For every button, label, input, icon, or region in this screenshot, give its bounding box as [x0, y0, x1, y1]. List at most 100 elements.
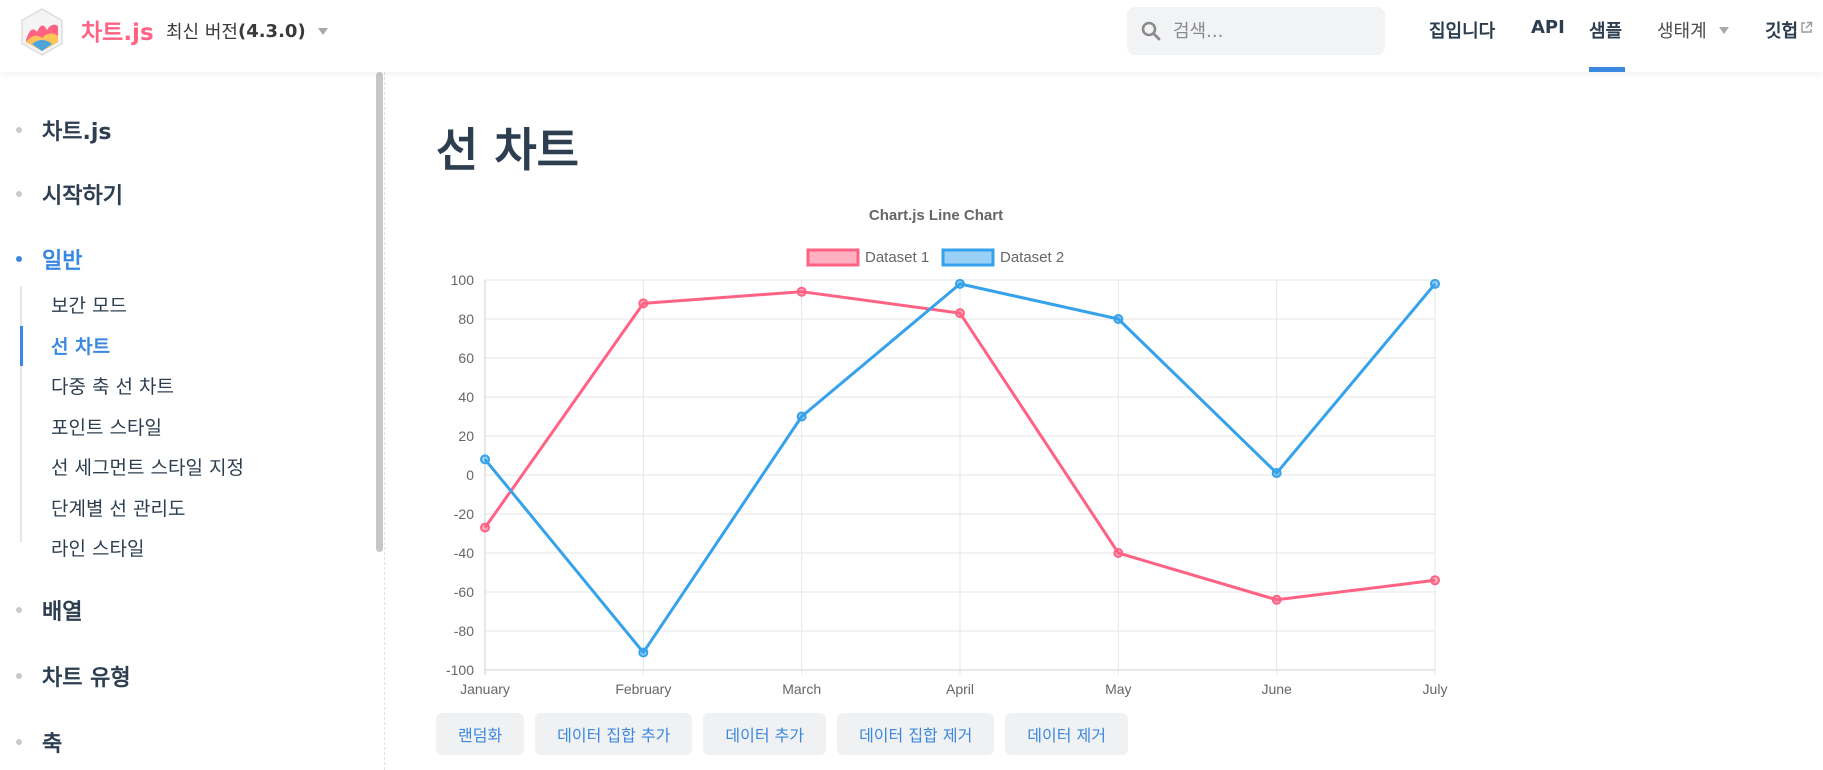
top-navbar: 차트.js 최신 버전 (4.3.0) 집입니다 API 샘플 생태계 깃헙	[0, 0, 1823, 72]
remove-data-button[interactable]: 데이터 제거	[1005, 713, 1128, 755]
data-point-dataset-1[interactable]	[796, 286, 807, 297]
legend-swatch-dataset-1[interactable]	[806, 248, 860, 267]
sidebar-section-label: 축	[42, 732, 63, 757]
version-select[interactable]: 최신 버전 (4.3.0)	[166, 18, 328, 44]
data-point-dataset-2[interactable]	[1430, 278, 1440, 289]
sidebar-item-interpolation[interactable]: 보간 모드	[51, 295, 127, 317]
remove-dataset-button[interactable]: 데이터 집합 제거	[837, 713, 995, 755]
y-tick-label: -40	[454, 545, 474, 561]
sidebar-section-chartjs[interactable]: 차트.js	[0, 114, 111, 146]
x-tick-label: May	[1105, 681, 1131, 697]
data-point-dataset-2[interactable]	[1271, 468, 1282, 479]
sidebar-item-point-styling[interactable]: 포인트 스타일	[51, 417, 162, 439]
sidebar: 차트.js 시작하기 일반 보간 모드 선 차트 다중 축 선 차트 포인트 스…	[0, 72, 384, 770]
active-nav-indicator	[1589, 67, 1625, 72]
data-point-dataset-1[interactable]	[638, 298, 649, 309]
brand-name[interactable]: 차트.js	[81, 20, 154, 46]
sidebar-item-multi-axis[interactable]: 다중 축 선 차트	[51, 376, 174, 398]
search-icon	[1141, 21, 1161, 41]
y-tick-label: 0	[466, 467, 474, 483]
randomize-button[interactable]: 랜덤화	[436, 713, 525, 755]
chart-actions: 랜덤화 데이터 집합 추가 데이터 추가 데이터 집합 제거 데이터 제거	[436, 713, 1139, 755]
x-tick-label: July	[1423, 681, 1448, 697]
y-tick-label: -80	[454, 623, 474, 639]
sidebar-section-label: 차트.js	[42, 120, 112, 145]
search-input[interactable]	[1171, 19, 1375, 43]
legend-swatch-dataset-2[interactable]	[941, 248, 995, 267]
data-point-dataset-2[interactable]	[480, 454, 490, 465]
x-tick-label: January	[460, 681, 510, 697]
nav-link-samples[interactable]: 샘플	[1589, 21, 1623, 42]
y-tick-label: 40	[458, 389, 474, 405]
page-title: 선 차트	[436, 123, 579, 177]
y-tick-label: 60	[458, 350, 474, 366]
bullet	[16, 191, 22, 197]
add-dataset-button[interactable]: 데이터 집합 추가	[535, 713, 693, 755]
sidebar-scrollbar[interactable]	[376, 72, 383, 552]
nav-link-home[interactable]: 집입니다	[1429, 21, 1496, 42]
y-tick-label: 20	[458, 428, 474, 444]
data-point-dataset-2[interactable]	[955, 278, 965, 289]
y-tick-label: 100	[451, 272, 475, 288]
sidebar-section-label: 시작하기	[42, 184, 123, 209]
sidebar-section-getting-started[interactable]: 시작하기	[0, 178, 123, 210]
sidebar-item-line-styles[interactable]: 라인 스타일	[51, 538, 145, 560]
sidebar-subtree-line	[20, 286, 22, 542]
bullet	[16, 607, 22, 613]
y-tick-label: -60	[454, 584, 474, 600]
nav-link-github[interactable]: 깃헙	[1765, 17, 1813, 43]
data-point-dataset-1[interactable]	[480, 522, 490, 533]
y-axis-ticks: 100 80 60 40 20 0 -20 -40 -60 -80 -100	[446, 272, 474, 678]
bullet	[16, 127, 22, 133]
data-point-dataset-2[interactable]	[638, 647, 649, 658]
sidebar-section-array[interactable]: 배열	[0, 594, 82, 626]
search-box[interactable]	[1127, 7, 1385, 55]
data-point-dataset-1[interactable]	[955, 308, 965, 319]
line-chart[interactable]: Chart.js Line Chart Dataset 1 Dataset 2 …	[430, 200, 1450, 700]
external-link-icon	[1801, 21, 1813, 33]
sidebar-item-line-chart[interactable]: 선 차트	[51, 336, 111, 358]
sidebar-section-label: 배열	[42, 600, 83, 625]
chartjs-logo-icon[interactable]	[20, 8, 64, 56]
sidebar-section-chart-types[interactable]: 차트 유형	[0, 660, 131, 692]
bullet	[16, 673, 22, 679]
bullet	[16, 256, 22, 262]
data-point-dataset-1[interactable]	[1271, 594, 1282, 605]
data-point-dataset-1[interactable]	[1113, 548, 1124, 558]
chart-grid	[484, 279, 1436, 675]
chevron-down-icon	[317, 27, 328, 35]
x-axis-ticks: January February March April May June July	[460, 681, 1447, 697]
y-tick-label: 80	[458, 311, 474, 327]
nav-link-ecosystem-label: 생태계	[1657, 21, 1707, 42]
nav-link-github-label: 깃헙	[1765, 21, 1799, 42]
x-tick-label: April	[946, 681, 974, 697]
legend-label-dataset-2[interactable]: Dataset 2	[1000, 249, 1064, 266]
chart-title: Chart.js Line Chart	[869, 207, 1003, 224]
sidebar-section-general[interactable]: 일반	[0, 243, 82, 275]
version-label: 최신 버전	[166, 22, 238, 43]
chart-points	[480, 278, 1440, 658]
sidebar-item-segment-styling[interactable]: 선 세그먼트 스타일 지정	[51, 457, 244, 479]
active-item-marker	[20, 326, 23, 366]
sidebar-section-axes[interactable]: 축	[0, 726, 62, 758]
sidebar-divider	[384, 72, 385, 770]
version-number: (4.3.0)	[237, 20, 306, 42]
data-point-dataset-1[interactable]	[1430, 575, 1440, 586]
x-tick-label: June	[1261, 681, 1292, 697]
data-point-dataset-2[interactable]	[796, 411, 807, 422]
y-tick-label: -20	[454, 506, 474, 522]
sidebar-section-label: 일반	[42, 249, 83, 274]
x-tick-label: February	[615, 681, 671, 697]
sidebar-item-stepped-line[interactable]: 단계별 선 관리도	[51, 498, 186, 520]
nav-link-api[interactable]: API	[1531, 17, 1565, 38]
nav-link-ecosystem[interactable]: 생태계	[1657, 17, 1729, 43]
bullet	[16, 739, 22, 745]
chart-legend: Dataset 1 Dataset 2	[806, 248, 1064, 267]
sidebar-section-label: 차트 유형	[42, 666, 131, 691]
legend-label-dataset-1[interactable]: Dataset 1	[865, 249, 929, 266]
data-point-dataset-2[interactable]	[1113, 314, 1124, 324]
x-tick-label: March	[782, 681, 821, 697]
add-data-button[interactable]: 데이터 추가	[703, 713, 827, 755]
chevron-down-icon	[1718, 26, 1729, 34]
y-tick-label: -100	[446, 662, 474, 678]
